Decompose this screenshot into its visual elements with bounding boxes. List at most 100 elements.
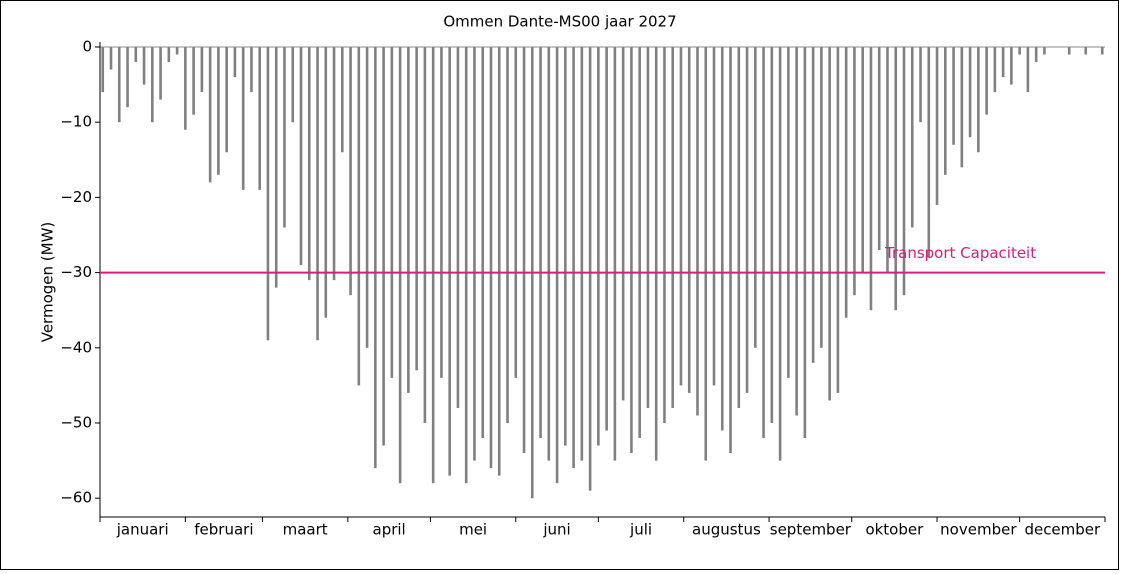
bar	[927, 47, 931, 258]
bar	[638, 47, 641, 439]
bar	[283, 47, 286, 228]
bar	[423, 47, 427, 423]
bar	[175, 47, 179, 55]
bar	[109, 47, 113, 70]
x-tick-label: juli	[629, 521, 652, 539]
bar	[679, 47, 683, 386]
bar	[365, 47, 369, 348]
bar	[192, 47, 195, 115]
bar	[464, 47, 468, 484]
bar	[795, 47, 798, 416]
bar	[101, 47, 105, 93]
bar	[266, 47, 270, 341]
bar	[646, 47, 650, 408]
bar	[894, 47, 898, 311]
bar	[745, 47, 749, 393]
bar	[754, 47, 757, 348]
bar	[687, 47, 691, 393]
bar	[539, 47, 542, 439]
bar	[415, 47, 418, 371]
x-tick-label: augustus	[692, 521, 761, 539]
bar	[506, 47, 509, 423]
bar	[588, 47, 592, 491]
bar	[316, 47, 319, 341]
bar	[803, 47, 807, 439]
y-axis-label: Vermogen (MW)	[39, 222, 57, 343]
bar	[910, 47, 914, 228]
x-tick-label: april	[373, 521, 406, 539]
bar	[861, 47, 864, 273]
bar	[935, 47, 939, 205]
bar	[787, 47, 790, 378]
bar	[580, 47, 584, 461]
bar	[217, 47, 220, 175]
bar	[151, 47, 154, 123]
bar	[877, 47, 881, 251]
y-tick-label: −30	[60, 263, 92, 281]
bar	[572, 47, 575, 469]
x-tick-label: mei	[459, 521, 487, 539]
bar	[960, 47, 964, 168]
bar	[836, 47, 840, 393]
bar	[497, 47, 501, 476]
bar	[597, 47, 600, 446]
bar	[919, 47, 922, 123]
y-tick-label: −20	[60, 188, 92, 206]
y-tick-label: −10	[60, 113, 92, 131]
bar	[621, 47, 625, 401]
bar	[142, 47, 146, 85]
bar	[820, 47, 823, 348]
bar	[977, 47, 980, 153]
x-tick-label: maart	[283, 521, 328, 539]
bar	[613, 47, 617, 461]
x-tick-label: juni	[542, 521, 570, 539]
bar	[605, 47, 608, 431]
bar	[456, 47, 460, 408]
bar	[398, 47, 402, 484]
bar	[374, 47, 377, 469]
bar	[522, 47, 526, 454]
bar	[778, 47, 782, 461]
bar	[208, 47, 212, 183]
bar	[431, 47, 435, 484]
bar	[258, 47, 261, 190]
bar	[720, 47, 724, 431]
bar	[1084, 47, 1088, 55]
bar	[390, 47, 394, 378]
bar	[349, 47, 352, 296]
bar	[712, 47, 716, 386]
bar	[117, 47, 121, 123]
bar	[762, 47, 765, 439]
bar	[473, 47, 476, 461]
bar	[341, 47, 344, 153]
y-tick-label: −40	[60, 338, 92, 356]
bar	[357, 47, 361, 386]
x-tick-label: oktober	[865, 521, 924, 539]
bar	[407, 47, 410, 393]
bar	[250, 47, 253, 93]
bar	[126, 47, 129, 108]
bar	[828, 47, 831, 401]
bar	[1026, 47, 1030, 93]
bar	[1067, 47, 1071, 55]
bar	[952, 47, 955, 145]
bar	[1100, 47, 1104, 55]
bar	[853, 47, 856, 296]
bar	[547, 47, 551, 461]
bar	[299, 47, 303, 266]
bar	[134, 47, 138, 63]
x-tick-label: februari	[194, 521, 253, 539]
bar	[844, 47, 848, 318]
bar	[1010, 47, 1013, 85]
bar	[704, 47, 708, 461]
bar	[729, 47, 732, 454]
chart-title: Ommen Dante-MS00 jaar 2027	[443, 13, 676, 31]
bar	[324, 47, 328, 318]
bar	[630, 47, 633, 454]
bar	[514, 47, 518, 378]
bar	[225, 47, 228, 153]
capacity-label: Transport Capaciteit	[884, 244, 1036, 262]
bar	[167, 47, 171, 63]
